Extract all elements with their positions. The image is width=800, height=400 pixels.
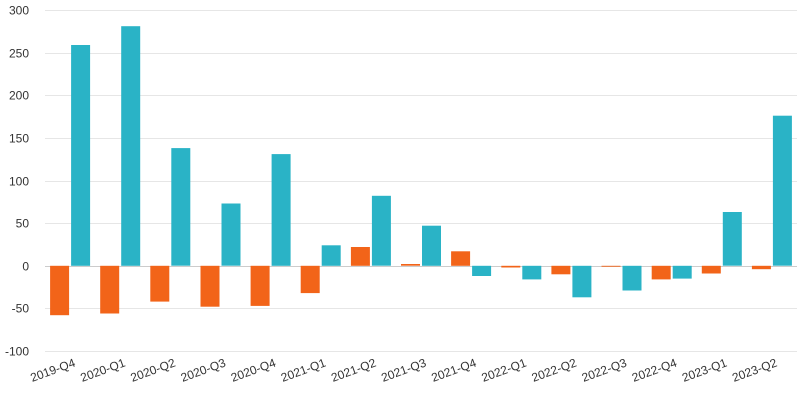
x-tick-label: 2022-Q1 xyxy=(480,356,529,385)
bar-series-1-2023-Q2 xyxy=(751,265,771,270)
bar-series-2-2021-Q2 xyxy=(371,195,391,266)
bar-series-2-2022-Q1 xyxy=(522,265,542,280)
bar-series-1-2022-Q2 xyxy=(551,265,571,275)
x-tick-label: 2020-Q3 xyxy=(179,356,228,385)
x-tick-label: 2023-Q2 xyxy=(730,356,779,385)
x-tick-label: 2021-Q4 xyxy=(429,356,478,385)
y-tick-label: -50 xyxy=(12,302,30,316)
x-tick-label: 2022-Q3 xyxy=(580,356,629,385)
bars xyxy=(50,26,792,316)
x-tick-label: 2021-Q3 xyxy=(379,356,428,385)
bar-series-1-2022-Q3 xyxy=(601,265,621,267)
y-axis-ticks: -100 -50 0 50 100 150 200 250 300 xyxy=(5,4,29,359)
bar-series-1-2021-Q1 xyxy=(300,265,320,294)
bar-series-2-2022-Q2 xyxy=(572,265,592,298)
x-tick-label: 2021-Q1 xyxy=(279,356,328,385)
bar-series-2-2022-Q3 xyxy=(622,265,642,291)
bar-series-1-2020-Q4 xyxy=(250,265,270,306)
bar-series-2-2021-Q3 xyxy=(422,225,441,266)
bar-series-2-2020-Q4 xyxy=(271,154,291,266)
bar-series-1-2020-Q2 xyxy=(150,265,170,302)
bar-series-2-2020-Q3 xyxy=(221,203,241,266)
bar-series-2-2023-Q2 xyxy=(772,115,792,266)
bar-series-1-2019-Q4 xyxy=(50,265,70,316)
gridlines xyxy=(45,10,797,352)
y-tick-label: 150 xyxy=(9,132,29,146)
y-tick-label: -100 xyxy=(5,345,29,359)
bar-series-2-2023-Q1 xyxy=(722,212,742,266)
x-tick-label: 2022-Q2 xyxy=(530,356,579,385)
bar-series-1-2022-Q4 xyxy=(651,265,671,280)
bar-series-1-2020-Q1 xyxy=(100,265,120,314)
y-tick-label: 0 xyxy=(22,260,29,274)
bar-series-2-2022-Q4 xyxy=(672,265,692,279)
bar-series-1-2021-Q4 xyxy=(451,251,471,266)
y-tick-label: 50 xyxy=(16,217,30,231)
bar-series-2-2019-Q4 xyxy=(71,45,91,266)
y-tick-label: 300 xyxy=(9,4,29,18)
bar-series-1-2021-Q3 xyxy=(401,264,420,266)
x-tick-label: 2021-Q2 xyxy=(329,356,378,385)
y-tick-label: 200 xyxy=(9,89,29,103)
bar-series-2-2020-Q1 xyxy=(121,26,141,266)
x-tick-label: 2022-Q4 xyxy=(630,356,679,385)
bar-series-1-2023-Q1 xyxy=(701,265,721,274)
bar-series-1-2020-Q3 xyxy=(200,265,220,307)
x-tick-label: 2020-Q1 xyxy=(79,356,128,385)
bar-series-2-2020-Q2 xyxy=(171,148,191,266)
y-tick-label: 250 xyxy=(9,47,29,61)
y-tick-label: 100 xyxy=(9,175,29,189)
x-tick-label: 2019-Q4 xyxy=(28,356,77,385)
x-axis-ticks: 2019-Q4 2020-Q1 2020-Q2 2020-Q3 2020-Q4 2021-… xyxy=(28,356,779,385)
bar-series-2-2021-Q1 xyxy=(321,245,341,266)
x-tick-label: 2020-Q2 xyxy=(129,356,178,385)
x-tick-label: 2020-Q4 xyxy=(229,356,278,385)
bar-series-1-2021-Q2 xyxy=(350,247,370,266)
bar-series-1-2022-Q1 xyxy=(501,265,521,268)
x-tick-label: 2023-Q1 xyxy=(680,356,729,385)
bar-series-2-2021-Q4 xyxy=(472,265,492,276)
